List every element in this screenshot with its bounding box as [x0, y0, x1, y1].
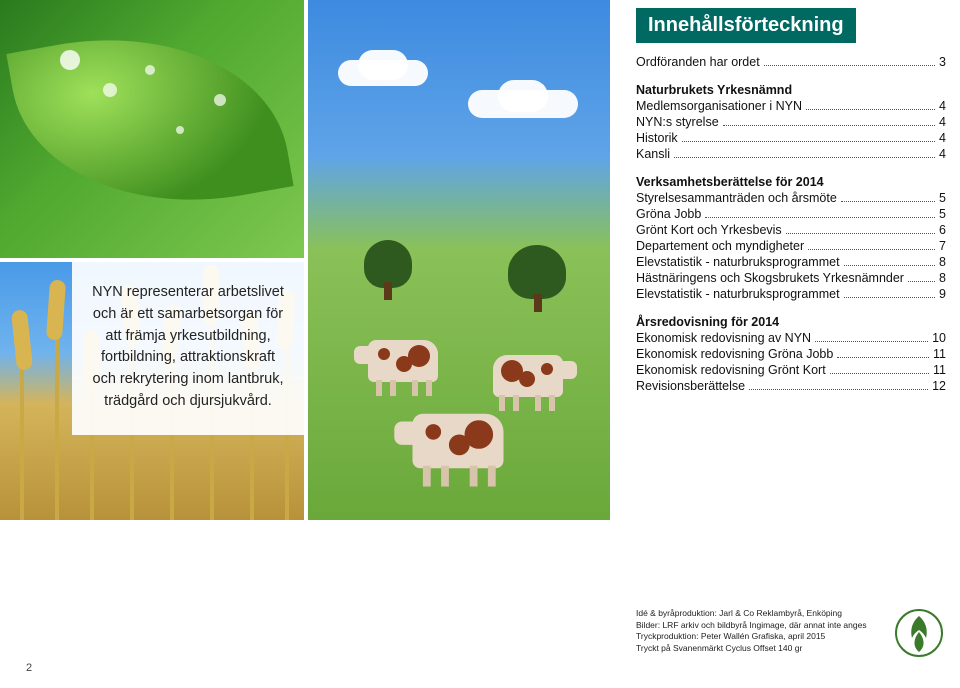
- toc-item-label: Kansli: [636, 147, 670, 161]
- cow-icon: [413, 414, 504, 469]
- toc-leader-dots: [674, 157, 935, 158]
- document-page: NYN representerar arbetslivet och är ett…: [0, 0, 960, 688]
- toc-leader-dots: [749, 389, 928, 390]
- toc-item-label: Departement och myndigheter: [636, 239, 804, 253]
- table-of-contents: Innehållsförteckning Ordföranden har ord…: [636, 8, 946, 395]
- toc-row: Hästnäringens och Skogsbrukets Yrkesnämn…: [636, 271, 946, 285]
- toc-row: Ekonomisk redovisning av NYN 10: [636, 331, 946, 345]
- toc-item-page: 10: [932, 331, 946, 345]
- toc-leader-dots: [808, 249, 935, 250]
- toc-row: Medlemsorganisationer i NYN 4: [636, 99, 946, 113]
- credit-line: Tryckproduktion: Peter Wallén Grafiska, …: [636, 631, 896, 642]
- toc-item-page: 4: [939, 147, 946, 161]
- toc-leader-dots: [806, 109, 935, 110]
- toc-item-label: Revisionsberättelse: [636, 379, 745, 393]
- toc-item-label: Ordföranden har ordet: [636, 55, 760, 69]
- toc-leader-dots: [844, 265, 936, 266]
- credit-line: Bilder: LRF arkiv och bildbyrå Ingimage,…: [636, 620, 896, 631]
- toc-leader-dots: [830, 373, 929, 374]
- toc-item-page: 7: [939, 239, 946, 253]
- toc-leader-dots: [764, 65, 935, 66]
- toc-row: Ordföranden har ordet 3: [636, 55, 946, 69]
- toc-item-page: 11: [933, 363, 946, 377]
- credit-line: Tryckt på Svanenmärkt Cyclus Offset 140 …: [636, 643, 896, 654]
- toc-item-page: 6: [939, 223, 946, 237]
- toc-leader-dots: [844, 297, 936, 298]
- toc-item-label: Gröna Jobb: [636, 207, 701, 221]
- toc-item-page: 12: [932, 379, 946, 393]
- toc-row: Elevstatistik - naturbruksprogrammet 8: [636, 255, 946, 269]
- toc-item-label: Historik: [636, 131, 678, 145]
- toc-item-page: 4: [939, 115, 946, 129]
- toc-row: Kansli 4: [636, 147, 946, 161]
- toc-item-page: 4: [939, 99, 946, 113]
- toc-title: Innehållsförteckning: [636, 8, 856, 43]
- toc-item-label: Ekonomisk redovisning Grönt Kort: [636, 363, 826, 377]
- toc-leader-dots: [705, 217, 935, 218]
- toc-item-label: Styrelsesammanträden och årsmöte: [636, 191, 837, 205]
- toc-section-heading: Årsredovisning för 2014: [636, 315, 946, 329]
- toc-section-heading: Naturbrukets Yrkesnämnd: [636, 83, 946, 97]
- cows-image: [308, 0, 610, 520]
- toc-row: Ekonomisk redovisning Gröna Jobb 11: [636, 347, 946, 361]
- toc-item-label: Hästnäringens och Skogsbrukets Yrkesnämn…: [636, 271, 904, 285]
- toc-leader-dots: [815, 341, 928, 342]
- toc-row: Styrelsesammanträden och årsmöte 5: [636, 191, 946, 205]
- toc-title-wrap: Innehållsförteckning: [636, 8, 946, 43]
- toc-item-page: 8: [939, 255, 946, 269]
- toc-row: Historik 4: [636, 131, 946, 145]
- toc-leader-dots: [841, 201, 935, 202]
- toc-leader-dots: [837, 357, 929, 358]
- toc-item-label: Elevstatistik - naturbruksprogrammet: [636, 287, 840, 301]
- production-credits: Idé & byråproduktion: Jarl & Co Reklamby…: [636, 608, 896, 654]
- toc-item-page: 9: [939, 287, 946, 301]
- mission-statement-text: NYN representerar arbetslivet och är ett…: [92, 284, 284, 409]
- toc-row: Revisionsberättelse 12: [636, 379, 946, 393]
- cow-icon: [368, 340, 438, 382]
- toc-leader-dots: [908, 281, 935, 282]
- toc-leader-dots: [682, 141, 935, 142]
- credit-line: Idé & byråproduktion: Jarl & Co Reklamby…: [636, 608, 896, 619]
- toc-item-label: Medlemsorganisationer i NYN: [636, 99, 802, 113]
- cow-icon: [493, 355, 563, 397]
- toc-item-page: 11: [933, 347, 946, 361]
- toc-item-label: Ekonomisk redovisning av NYN: [636, 331, 811, 345]
- toc-item-page: 8: [939, 271, 946, 285]
- toc-item-page: 4: [939, 131, 946, 145]
- toc-row: Departement och myndigheter 7: [636, 239, 946, 253]
- image-collage: NYN representerar arbetslivet och är ett…: [0, 0, 610, 520]
- leaf-image: [0, 0, 304, 258]
- toc-row: NYN:s styrelse 4: [636, 115, 946, 129]
- mission-statement-panel: NYN representerar arbetslivet och är ett…: [72, 260, 304, 435]
- ecolabel-icon: [894, 608, 944, 658]
- toc-row: Grönt Kort och Yrkesbevis 6: [636, 223, 946, 237]
- toc-leader-dots: [786, 233, 935, 234]
- toc-row: Elevstatistik - naturbruksprogrammet 9: [636, 287, 946, 301]
- toc-row: Ekonomisk redovisning Grönt Kort 11: [636, 363, 946, 377]
- toc-item-label: Ekonomisk redovisning Gröna Jobb: [636, 347, 833, 361]
- toc-item-label: NYN:s styrelse: [636, 115, 719, 129]
- toc-item-page: 3: [939, 55, 946, 69]
- page-number: 2: [26, 662, 32, 674]
- toc-item-page: 5: [939, 207, 946, 221]
- toc-item-label: Elevstatistik - naturbruksprogrammet: [636, 255, 840, 269]
- toc-item-page: 5: [939, 191, 946, 205]
- toc-row: Gröna Jobb 5: [636, 207, 946, 221]
- toc-leader-dots: [723, 125, 935, 126]
- toc-section-heading: Verksamhetsberättelse för 2014: [636, 175, 946, 189]
- toc-item-label: Grönt Kort och Yrkesbevis: [636, 223, 782, 237]
